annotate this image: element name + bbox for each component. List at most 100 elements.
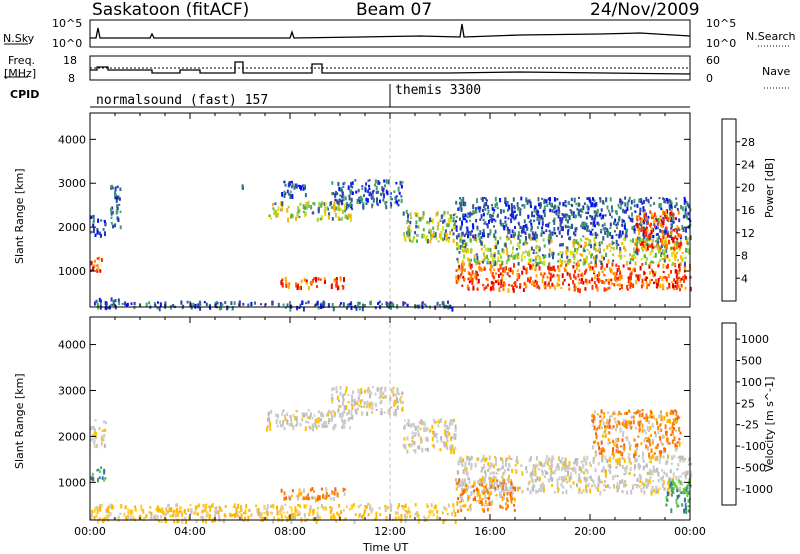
data-cell	[436, 515, 439, 520]
data-cell	[580, 244, 583, 248]
data-cell	[611, 240, 614, 246]
data-cell	[461, 478, 464, 483]
data-cell	[266, 424, 269, 429]
data-cell	[385, 179, 388, 184]
data-cell	[541, 221, 544, 226]
data-cell	[119, 187, 122, 192]
colorbar-tick-label: 8	[741, 250, 748, 263]
data-cell	[513, 231, 516, 236]
data-cell	[394, 409, 397, 414]
data-cell	[578, 487, 581, 492]
data-cell	[358, 514, 361, 518]
data-cell	[495, 272, 497, 275]
data-cell	[462, 504, 465, 508]
data-cell	[657, 430, 660, 435]
data-cell	[410, 216, 413, 220]
data-cell	[495, 280, 497, 283]
data-cell	[476, 500, 478, 503]
data-cell	[648, 456, 651, 460]
data-cell	[309, 426, 312, 430]
data-cell	[643, 272, 646, 275]
data-cell	[618, 215, 621, 221]
data-cell	[472, 234, 475, 239]
data-cell	[646, 439, 649, 443]
data-cell	[456, 235, 458, 239]
data-cell	[569, 236, 572, 241]
data-cell	[659, 436, 662, 441]
colorbar-frame	[721, 322, 737, 506]
data-cell	[344, 214, 347, 219]
data-cell	[665, 433, 668, 437]
data-cell	[397, 392, 400, 396]
data-cell	[627, 215, 630, 218]
data-cell	[678, 228, 681, 232]
data-cell	[508, 228, 511, 234]
data-cell	[194, 303, 197, 309]
data-cell	[687, 481, 690, 487]
data-cell	[616, 443, 619, 449]
data-cell	[678, 479, 681, 484]
data-cell	[390, 504, 393, 508]
data-cell	[574, 458, 577, 462]
data-cell	[679, 279, 682, 283]
data-cell	[640, 229, 643, 232]
data-cell	[460, 225, 463, 229]
data-cell	[668, 239, 670, 245]
data-cell	[635, 483, 638, 489]
data-cell	[450, 449, 453, 455]
data-cell	[110, 185, 113, 190]
data-cell	[463, 488, 466, 493]
colorbar-tick-label: 1000	[741, 333, 769, 346]
cpid-normalsound: normalsound (fast) 157	[96, 93, 269, 108]
data-cell	[575, 262, 578, 266]
data-cell	[465, 226, 468, 229]
data-cell	[559, 222, 562, 227]
data-cell	[303, 278, 306, 282]
data-cell	[681, 472, 684, 476]
data-cell	[233, 301, 236, 306]
data-cell	[416, 426, 419, 430]
data-cell	[541, 254, 544, 257]
data-cell	[651, 485, 654, 491]
data-cell	[644, 254, 646, 258]
data-cell	[600, 450, 603, 456]
data-cell	[116, 216, 119, 221]
data-cell	[600, 217, 603, 220]
data-cell	[274, 209, 277, 215]
data-cell	[462, 275, 465, 279]
data-cell	[565, 205, 567, 208]
data-cell	[645, 419, 648, 422]
data-cell	[433, 444, 436, 449]
data-cell	[302, 186, 305, 191]
data-cell	[465, 231, 468, 234]
data-cell	[551, 484, 554, 487]
data-cell	[324, 206, 327, 209]
data-cell	[317, 424, 320, 428]
data-cell	[372, 197, 375, 203]
data-cell	[493, 253, 496, 258]
data-cell	[600, 208, 603, 212]
data-cell	[656, 245, 659, 250]
data-cell	[674, 484, 677, 488]
data-cell	[460, 488, 463, 493]
colorbar-tick-label: 28	[741, 136, 755, 149]
data-cell	[277, 206, 280, 212]
data-cell	[371, 507, 374, 512]
data-cell	[569, 475, 572, 478]
data-cell	[478, 494, 481, 499]
data-cell	[659, 412, 662, 417]
data-cell	[90, 231, 93, 234]
data-cell	[510, 495, 513, 501]
data-cell	[643, 438, 646, 443]
data-cell	[662, 455, 665, 459]
data-cell	[111, 210, 114, 215]
data-cell	[468, 495, 471, 500]
data-cell	[634, 268, 636, 272]
data-cell	[565, 269, 568, 272]
data-cell	[416, 239, 418, 243]
data-cell	[630, 489, 633, 495]
data-cell	[597, 461, 600, 466]
data-cell	[623, 467, 626, 472]
data-cell	[307, 285, 310, 291]
data-cell	[287, 284, 290, 289]
